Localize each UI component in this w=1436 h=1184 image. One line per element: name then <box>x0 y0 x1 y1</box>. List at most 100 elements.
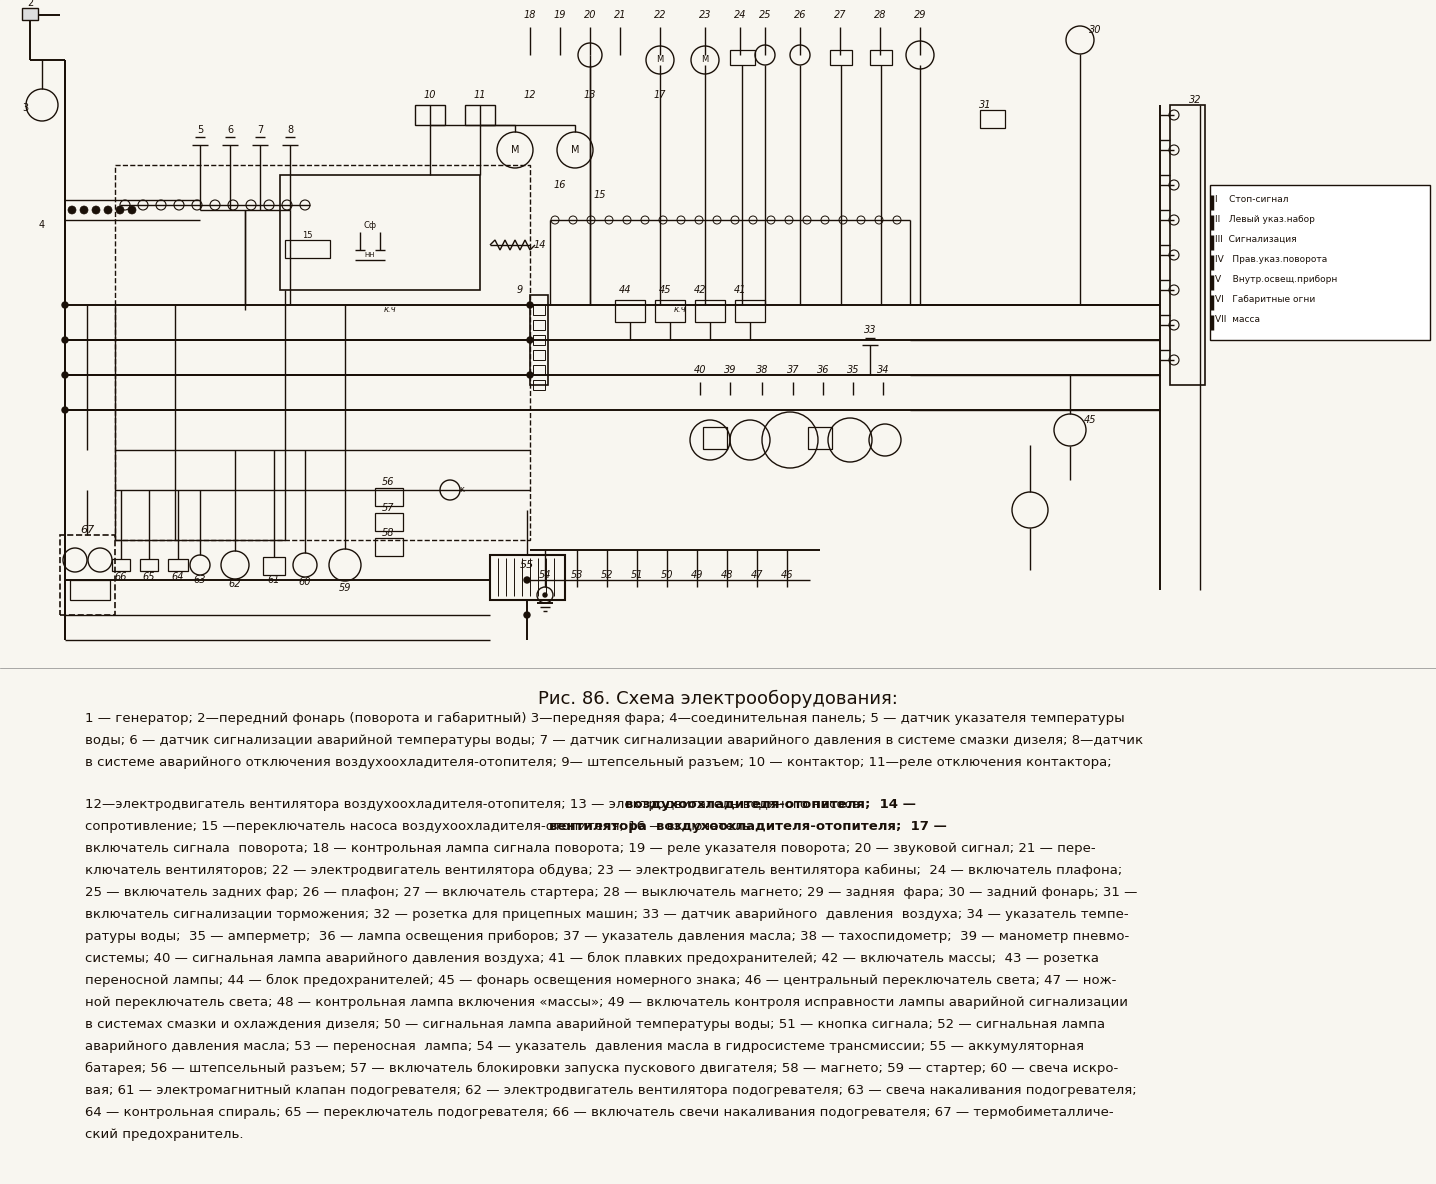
Circle shape <box>103 206 112 214</box>
Bar <box>22 8 37 20</box>
Text: 40: 40 <box>694 365 707 375</box>
Text: 12: 12 <box>524 90 536 99</box>
Text: 26: 26 <box>794 9 806 20</box>
Bar <box>735 300 765 322</box>
Text: 1 — генератор; 2—передний фонарь (поворота и габаритный) 3—передняя фара; 4—соед: 1 — генератор; 2—передний фонарь (поворо… <box>85 712 1124 725</box>
Text: 29: 29 <box>913 9 926 20</box>
Bar <box>808 427 831 449</box>
Text: вентилятора  воздухоохладителя-отопителя;  17 —: вентилятора воздухоохладителя-отопителя;… <box>550 821 948 834</box>
Bar <box>139 559 158 571</box>
Text: 17: 17 <box>653 90 666 99</box>
Bar <box>70 580 111 600</box>
Circle shape <box>543 593 547 597</box>
Bar <box>112 559 131 571</box>
Text: воздухоохладителя-отопителя;  14 —: воздухоохладителя-отопителя; 14 — <box>625 798 916 811</box>
Circle shape <box>62 372 67 378</box>
Text: 47: 47 <box>751 570 764 580</box>
Text: 66: 66 <box>115 572 128 583</box>
Bar <box>115 165 530 540</box>
Text: 62: 62 <box>228 579 241 588</box>
Text: 3: 3 <box>22 103 29 112</box>
Bar <box>979 110 1005 128</box>
Text: 59: 59 <box>339 583 352 593</box>
Circle shape <box>524 612 530 618</box>
Circle shape <box>62 302 67 308</box>
Text: НН: НН <box>365 252 375 258</box>
Text: Рис. 86. Схема электрооборудования:: Рис. 86. Схема электрооборудования: <box>538 690 898 708</box>
Text: 64 — контрольная спираль; 65 — переключатель подогревателя; 66 — включатель свеч: 64 — контрольная спираль; 65 — переключа… <box>85 1106 1114 1119</box>
Bar <box>263 556 284 575</box>
Bar <box>490 555 564 600</box>
Text: 16: 16 <box>554 180 566 189</box>
Text: 23: 23 <box>699 9 711 20</box>
Text: 2: 2 <box>27 0 33 8</box>
Bar <box>830 50 852 65</box>
Text: M: M <box>656 56 663 64</box>
Text: 12—электродвигатель вентилятора воздухоохладителя-отопителя; 13 — электродвигате: 12—электродвигатель вентилятора воздухоо… <box>85 798 869 811</box>
Text: 6: 6 <box>227 126 233 135</box>
Bar <box>415 105 445 126</box>
Text: переносной лампы; 44 — блок предохранителей; 45 — фонарь освещения номерного зна: переносной лампы; 44 — блок предохраните… <box>85 974 1116 987</box>
Text: 18: 18 <box>524 9 536 20</box>
Bar <box>60 535 115 614</box>
Text: 10: 10 <box>424 90 437 99</box>
Bar <box>533 320 546 330</box>
Bar <box>375 513 404 530</box>
Text: 31: 31 <box>979 99 991 110</box>
Text: батарея; 56 — штепсельный разъем; 57 — включатель блокировки запуска пускового д: батарея; 56 — штепсельный разъем; 57 — в… <box>85 1062 1119 1075</box>
Circle shape <box>527 337 533 343</box>
Text: 22: 22 <box>653 9 666 20</box>
Text: к: к <box>460 485 465 495</box>
Text: M: M <box>511 144 520 155</box>
Text: 34: 34 <box>877 365 889 375</box>
Text: 15: 15 <box>593 189 606 200</box>
Text: 56: 56 <box>382 477 395 487</box>
Text: сопротивление; 15 —переключатель насоса воздухоохладителя-отопителя; 16 — включа: сопротивление; 15 —переключатель насоса … <box>85 821 760 834</box>
Bar <box>168 559 188 571</box>
Text: VII  масса: VII масса <box>1215 315 1259 324</box>
Bar <box>533 380 546 390</box>
Text: 11: 11 <box>474 90 487 99</box>
Text: 33: 33 <box>863 324 876 335</box>
Text: VI   Габаритные огни: VI Габаритные огни <box>1215 295 1315 304</box>
Text: 21: 21 <box>613 9 626 20</box>
Text: к.ч: к.ч <box>383 305 396 315</box>
Text: 54: 54 <box>538 570 551 580</box>
Text: вая; 61 — электромагнитный клапан подогревателя; 62 — электродвигатель вентилято: вая; 61 — электромагнитный клапан подогр… <box>85 1085 1137 1098</box>
Text: M: M <box>570 144 579 155</box>
Text: ной переключатель света; 48 — контрольная лампа включения «массы»; 49 — включате: ной переключатель света; 48 — контрольна… <box>85 996 1129 1009</box>
Text: 51: 51 <box>630 570 643 580</box>
Text: 48: 48 <box>721 570 734 580</box>
Text: 61: 61 <box>267 575 280 585</box>
Text: 24: 24 <box>734 9 747 20</box>
Text: 53: 53 <box>570 570 583 580</box>
Bar <box>655 300 685 322</box>
Text: ратуры воды;  35 — амперметр;  36 — лампа освещения приборов; 37 — указатель дав: ратуры воды; 35 — амперметр; 36 — лампа … <box>85 929 1129 944</box>
Text: 28: 28 <box>873 9 886 20</box>
Text: 14: 14 <box>534 240 546 250</box>
Text: 25 — включатель задних фар; 26 — плафон; 27 — включатель стартера; 28 — выключат: 25 — включатель задних фар; 26 — плафон;… <box>85 886 1137 899</box>
Bar <box>533 350 546 360</box>
Text: 64: 64 <box>172 572 184 583</box>
Text: ключатель вентиляторов; 22 — электродвигатель вентилятора обдува; 23 — электродв: ключатель вентиляторов; 22 — электродвиг… <box>85 864 1123 877</box>
Text: II   Левый указ.набор: II Левый указ.набор <box>1215 215 1315 224</box>
Text: включатель сигнализации торможения; 32 — розетка для прицепных машин; 33 — датчи: включатель сигнализации торможения; 32 —… <box>85 908 1129 921</box>
Text: 55: 55 <box>520 560 534 570</box>
Text: Сф: Сф <box>363 220 376 230</box>
Circle shape <box>67 206 76 214</box>
Text: 41: 41 <box>734 285 747 295</box>
Text: 32: 32 <box>1189 95 1202 105</box>
Text: 45: 45 <box>1084 416 1096 425</box>
Bar <box>375 488 404 506</box>
Circle shape <box>80 206 88 214</box>
Text: 65: 65 <box>142 572 155 583</box>
Circle shape <box>116 206 123 214</box>
Text: 39: 39 <box>724 365 737 375</box>
Text: 46: 46 <box>781 570 793 580</box>
Text: 58: 58 <box>382 528 395 538</box>
Text: 36: 36 <box>817 365 829 375</box>
Text: к.ч: к.ч <box>673 305 686 315</box>
Text: M: M <box>701 56 708 64</box>
Text: 67: 67 <box>80 525 95 535</box>
Bar <box>280 175 480 290</box>
